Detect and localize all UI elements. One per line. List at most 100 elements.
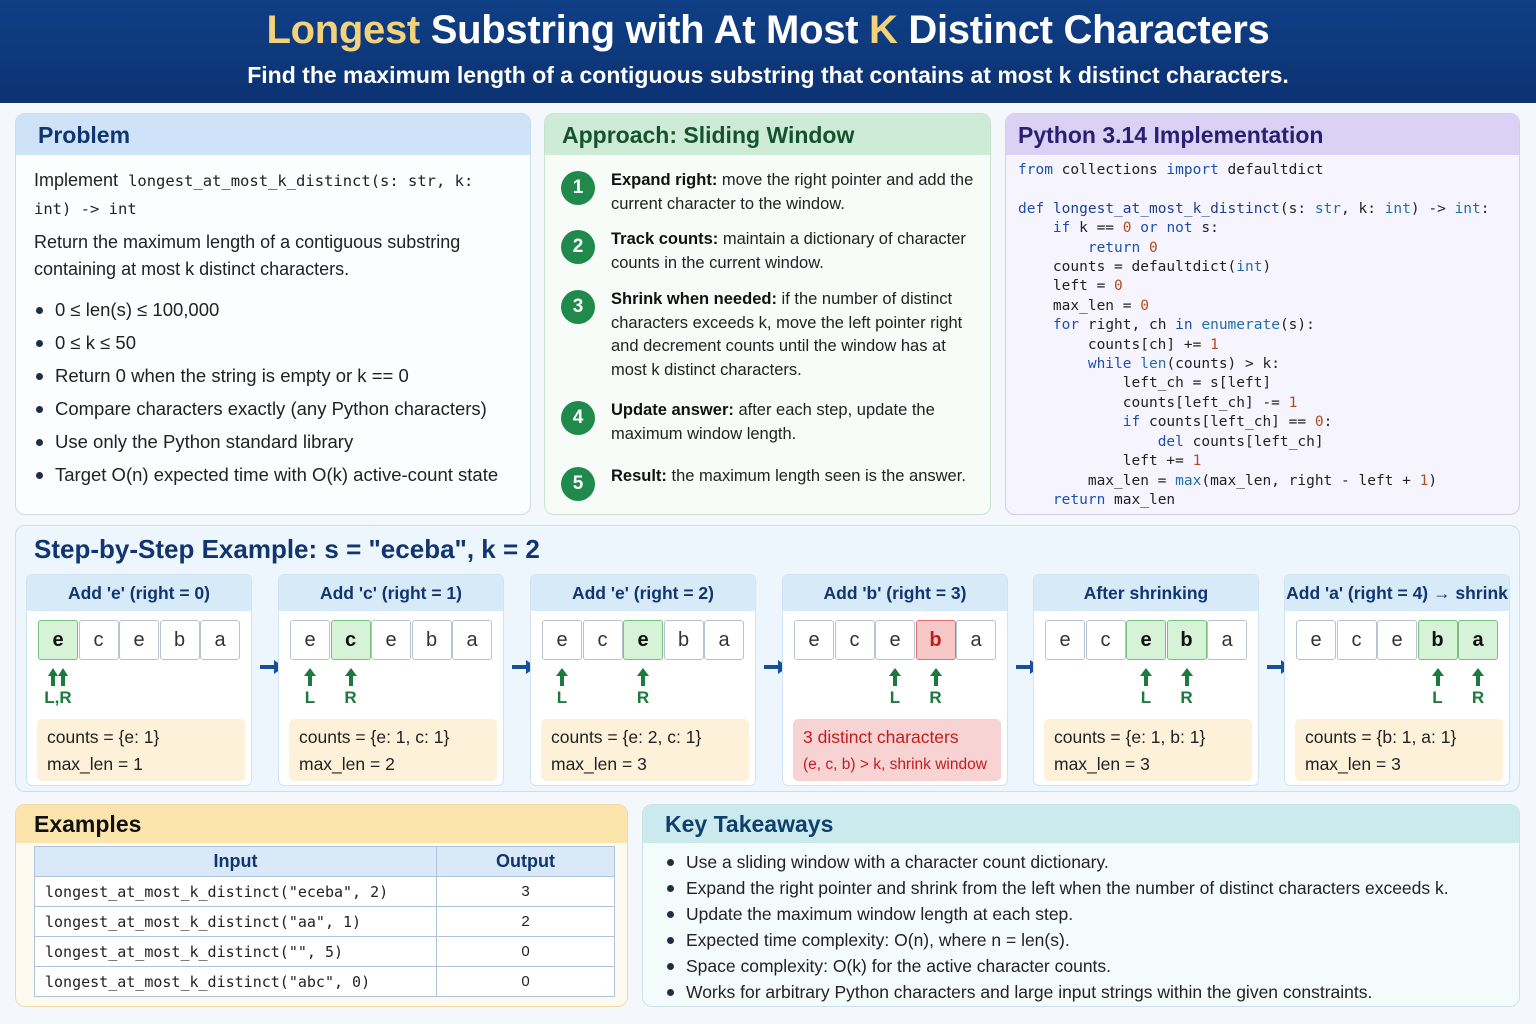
pointer-label: L <box>556 688 568 707</box>
info-line: max_len = 3 <box>551 754 647 774</box>
step-description: the maximum length seen is the answer. <box>666 467 966 485</box>
approach-title: Approach: Sliding Window <box>545 114 990 155</box>
up-arrow-icon <box>1126 667 1166 687</box>
char-cell: c <box>1336 620 1377 660</box>
examples-title: Examples <box>16 805 627 843</box>
char-cell: e <box>1296 620 1336 660</box>
title-part: Distinct Characters <box>897 8 1270 52</box>
description-line: Return the maximum length of a contiguou… <box>34 232 461 252</box>
counts-info: counts = {e: 1, b: 1} max_len = 3 <box>1044 719 1252 781</box>
char-cell: b <box>915 620 956 660</box>
char-cell: e <box>1377 620 1417 660</box>
char-cell: c <box>1085 620 1126 660</box>
takeaways-title: Key Takeaways <box>643 805 1519 843</box>
char-cell: b <box>159 620 200 660</box>
column-header-output: Output <box>436 846 615 877</box>
examples-panel: Examples Input Output longest_at_most_k_… <box>15 804 628 1007</box>
pointer-marker: L <box>875 667 915 709</box>
pointer-label: L <box>1140 688 1152 707</box>
char-cell: e <box>1126 620 1166 660</box>
table-header-row: Input Output <box>34 846 615 877</box>
step-text: Expand right: move the right pointer and… <box>611 169 981 216</box>
header-banner: Longest Substring with At Most K Distinc… <box>0 0 1536 103</box>
counts-info: counts = {e: 1} max_len = 1 <box>37 719 245 781</box>
up-arrow-icon <box>1458 667 1498 687</box>
step-number-badge: 5 <box>561 467 595 501</box>
char-cell: b <box>411 620 452 660</box>
constraint-item: Target O(n) expected time with O(k) acti… <box>34 458 512 491</box>
up-arrow-icon <box>331 667 371 687</box>
output-cell: 3 <box>436 876 615 907</box>
pointer-label: R <box>344 688 357 707</box>
code-block: from collections import defaultdict def … <box>1018 162 1490 508</box>
example-step-card: Add 'b' (right = 3) e c e b a L R 3 distinct cha… <box>782 574 1008 786</box>
function-signature: longest_at_most_k_distinct(s: str, k: in… <box>34 172 474 218</box>
title-highlight-longest: Longest <box>266 8 420 52</box>
up-arrow-icon <box>916 667 956 687</box>
pointer-marker: L <box>542 667 582 709</box>
up-arrow-icon <box>623 667 663 687</box>
info-line: counts = {e: 1, b: 1} <box>1054 727 1206 747</box>
pointer-label: R <box>929 688 942 707</box>
step-label: Expand right: <box>611 171 718 189</box>
takeaway-item: Update the maximum window length at each… <box>665 901 1449 927</box>
char-cell: a <box>704 620 744 660</box>
up-arrow-icon <box>1418 667 1458 687</box>
counts-info: counts = {e: 1, c: 1} max_len = 2 <box>289 719 497 781</box>
char-cell: c <box>834 620 875 660</box>
step-text: Shrink when needed: if the number of dis… <box>611 288 981 382</box>
pointer-marker: L <box>1418 667 1458 709</box>
pointer-label: R <box>1180 688 1193 707</box>
char-cell: b <box>663 620 704 660</box>
output-cell: 0 <box>436 936 615 967</box>
problem-panel: Problem Implement longest_at_most_k_dist… <box>15 113 531 515</box>
info-line: (e, c, b) > k, shrink window <box>803 756 987 773</box>
pointer-label: R <box>1471 688 1485 707</box>
pointer-marker: L <box>1126 667 1166 709</box>
pointer-marker: L <box>290 667 330 709</box>
output-cell: 2 <box>436 906 615 937</box>
table-row: longest_at_most_k_distinct("aa", 1) 2 <box>34 906 615 937</box>
step-number-badge: 3 <box>561 290 595 324</box>
table-row: longest_at_most_k_distinct("eceba", 2) 3 <box>34 876 615 907</box>
step-card-title: After shrinking <box>1034 575 1258 611</box>
char-cell: a <box>200 620 240 660</box>
title-part: Substring with At Most <box>419 8 869 52</box>
char-cell: b <box>1417 620 1458 660</box>
char-cell: e <box>623 620 663 660</box>
input-cell: longest_at_most_k_distinct("", 5) <box>34 936 437 967</box>
char-cell: e <box>1045 620 1085 660</box>
constraint-item: Use only the Python standard library <box>34 425 512 458</box>
info-line: counts = {e: 2, c: 1} <box>551 727 702 747</box>
step-card-title: Add 'e' (right = 0) <box>27 575 251 611</box>
takeaways-panel: Key Takeaways Use a sliding window with … <box>642 804 1520 1007</box>
approach-panel: Approach: Sliding Window 1 Expand right:… <box>544 113 991 515</box>
up-arrow-icon <box>290 667 330 687</box>
takeaways-list: Use a sliding window with a character co… <box>665 849 1449 1005</box>
page-subtitle: Find the maximum length of a contiguous … <box>247 62 1289 88</box>
code-panel: Python 3.14 Implementation from collecti… <box>1005 113 1520 515</box>
step-text: Result: the maximum length seen is the a… <box>611 465 981 489</box>
up-arrow-icon <box>875 667 915 687</box>
step-description: if the number of distinct characters exc… <box>611 290 963 379</box>
char-cell: c <box>78 620 119 660</box>
char-cell: a <box>956 620 996 660</box>
step-description: after each step, update the maximum wind… <box>611 401 935 443</box>
pointer-label: R <box>636 688 650 707</box>
step-label: Update answer: <box>611 401 734 419</box>
example-title: Step-by-Step Example: s = "eceba", k = 2 <box>34 534 540 564</box>
input-cell: longest_at_most_k_distinct("abc", 0) <box>34 966 437 997</box>
step-label: Shrink when needed: <box>611 290 777 308</box>
info-line: max_len = 2 <box>299 754 395 774</box>
step-description: maintain a dictionary of character count… <box>611 230 966 272</box>
pointer-label: L <box>304 688 316 707</box>
char-cell: c <box>582 620 623 660</box>
char-cell: a <box>452 620 492 660</box>
